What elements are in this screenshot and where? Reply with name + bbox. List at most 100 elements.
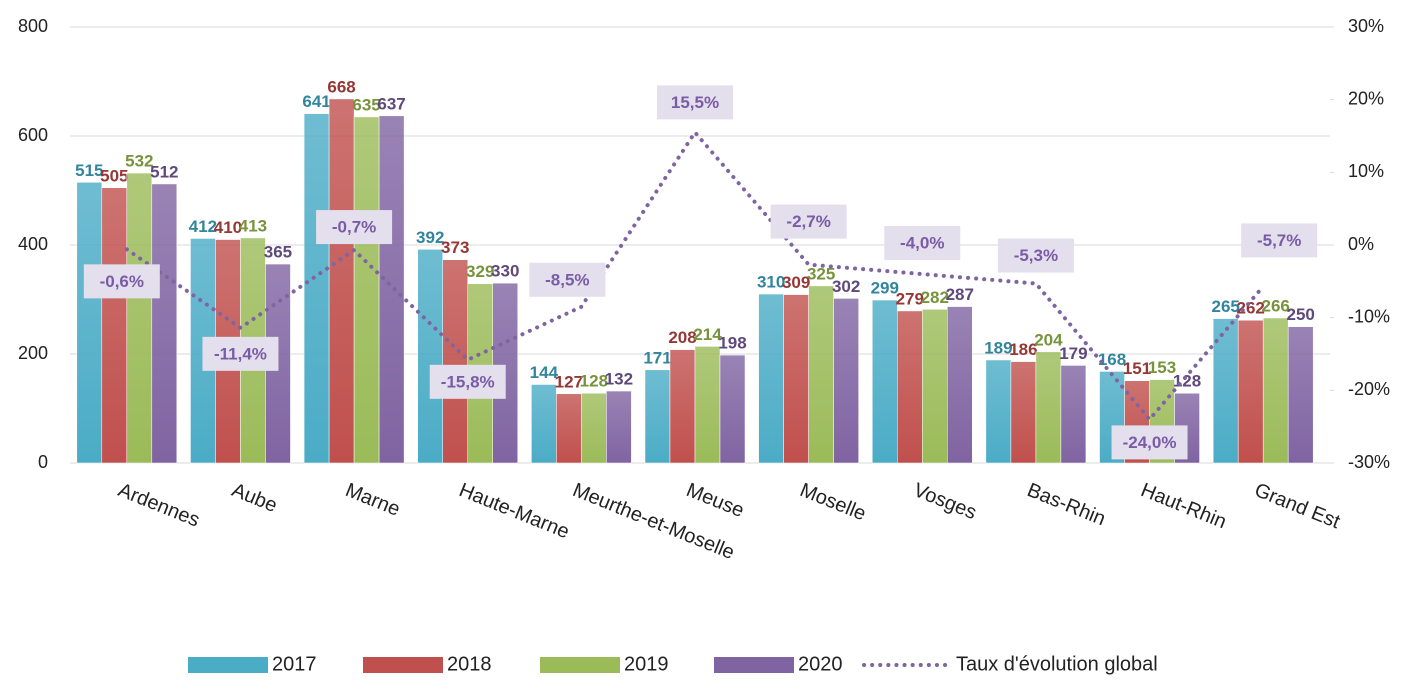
rate-label: -5,3% [1014,246,1058,265]
bar [101,187,128,464]
rate-label: -24,0% [1123,433,1177,452]
y-tick-label: 0 [38,452,48,472]
bar [758,293,784,464]
bar [556,393,582,464]
rate-label-box [770,204,847,239]
x-tick-label: Haut-Rhin [1138,479,1230,533]
bar-value-label: 635 [352,95,380,114]
bar [442,259,468,464]
legend-label: 2019 [624,653,669,675]
bar-value-label: 265 [1211,297,1239,316]
bar-value-label: 208 [668,328,696,347]
x-tick-label: Grand Est [1251,479,1343,533]
bar [1212,318,1239,464]
bar-value-label: 309 [782,273,810,292]
bar [378,115,405,464]
legend-label: 2018 [447,653,492,675]
bar [897,310,923,464]
bar [1287,326,1314,464]
bar [606,390,632,464]
rate-label: 15,5% [671,93,719,112]
bar-value-label: 153 [1148,358,1176,377]
bar-value-label: 505 [100,166,128,185]
x-tick-label: Bas-Rhin [1024,479,1109,530]
rate-label-box [83,264,160,299]
bar [947,306,973,464]
bar [783,294,809,464]
bar [1060,365,1087,464]
y2-tick-label: 30% [1348,16,1384,36]
bar-value-label: 641 [302,92,330,111]
bar [76,182,103,464]
rate-label-box [657,85,733,120]
bar-value-label: 186 [1009,340,1037,359]
y-tick-label: 800 [18,16,48,36]
x-tick-label: Moselle [797,479,869,525]
bar-value-label: 144 [530,363,559,382]
bar [922,309,948,464]
bar-value-label: 262 [1236,299,1264,318]
bar-value-label: 330 [491,262,519,281]
bar [581,392,607,464]
bar [833,298,859,464]
y2-tick-label: 20% [1348,88,1384,108]
x-tick-label: Vosges [910,479,979,524]
bar-value-label: 365 [264,243,292,262]
rate-label-box [997,238,1074,273]
bar [353,116,380,464]
rate-label: -15,8% [441,372,495,391]
bar [126,172,153,464]
rate-label: -11,4% [214,344,267,363]
rate-label: -8,5% [545,270,589,289]
y-tick-label: 400 [18,234,48,254]
legend-label: Taux d'évolution global [956,653,1158,675]
bar-value-label: 179 [1059,344,1087,363]
bar [644,369,671,464]
rate-label-box [1111,425,1188,460]
bar [303,113,330,464]
legend-swatch [363,657,443,673]
rate-label: -5,7% [1257,231,1301,250]
x-tick-label: Haute-Marne [456,479,572,543]
bar-value-label: 413 [239,216,267,235]
bar [531,384,557,464]
x-tick-label: Ardennes [115,479,203,531]
rate-label-box [884,226,961,261]
bar-value-label: 128 [1173,372,1201,391]
bar [694,346,721,464]
rate-label: -0,6% [100,272,144,291]
bar-value-label: 392 [416,228,444,247]
bar-value-label: 171 [643,348,671,367]
rate-label-box [202,336,279,371]
y2-tick-label: -30% [1348,452,1390,472]
bar-value-label: 512 [150,162,178,181]
bar [808,285,834,464]
bar-value-label: 282 [921,288,949,307]
bar [1010,361,1037,464]
bar-value-label: 325 [807,264,835,283]
rate-label-box [1241,223,1318,258]
bar-value-label: 373 [441,238,469,257]
y2-tick-label: 0% [1348,234,1374,254]
legend-swatch [540,657,620,673]
bar-value-label: 310 [757,273,785,292]
rate-label-box [429,364,506,399]
rate-label: -4,0% [900,234,944,253]
legend-swatch [714,657,794,673]
bar-value-label: 299 [871,279,899,298]
bar-value-label: 189 [984,338,1012,357]
rate-label: -0,7% [332,218,376,237]
bar-value-label: 198 [718,334,746,353]
y2-tick-label: 10% [1348,161,1384,181]
y-tick-label: 600 [18,125,48,145]
bar [719,354,746,464]
bar-value-label: 128 [580,372,608,391]
bar [1262,317,1289,464]
legend-label: 2020 [798,653,843,675]
bar-value-label: 410 [214,218,242,237]
y-tick-label: 200 [18,343,48,363]
bar [1035,351,1062,464]
bar-value-label: 302 [832,277,860,296]
bar-value-label: 668 [327,77,355,96]
